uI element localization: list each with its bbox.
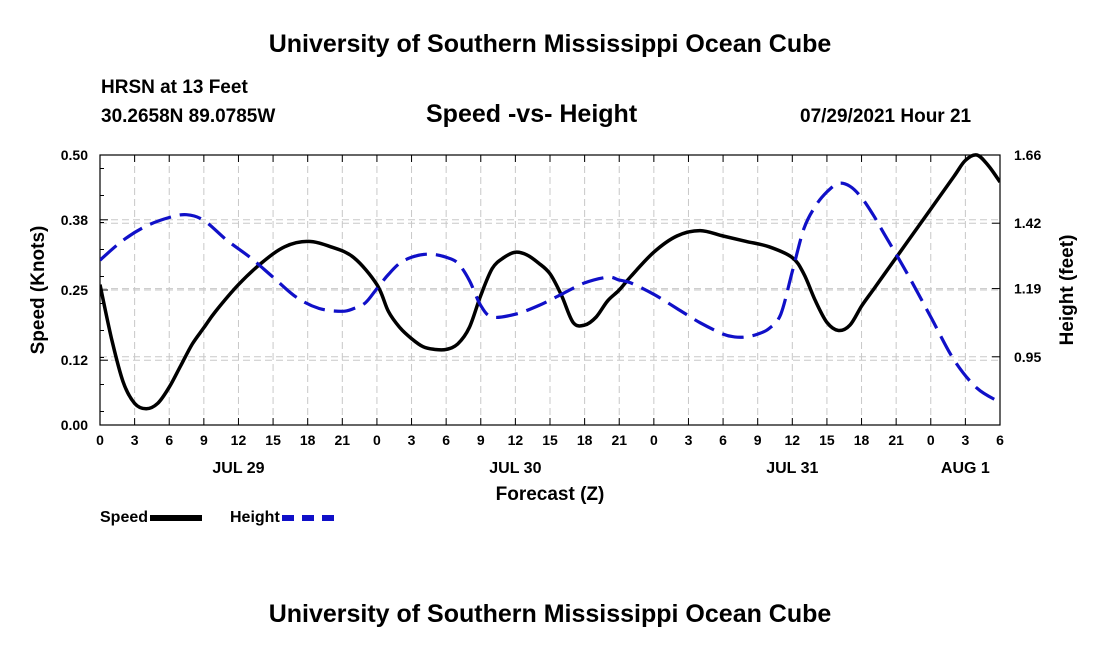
- x-tick-label: 6: [442, 432, 450, 448]
- x-tick-label: 21: [611, 432, 627, 448]
- legend-height: Height: [230, 509, 334, 527]
- speed-series-line: [100, 153, 1000, 411]
- x-tick-label: 3: [131, 432, 139, 448]
- x-tick-label: 6: [165, 432, 173, 448]
- y-tick-label-left: 0.12: [61, 352, 88, 368]
- y-tick-label-left: 0.25: [61, 282, 88, 298]
- x-tick-label: 3: [685, 432, 693, 448]
- x-tick-label: 15: [819, 432, 835, 448]
- day-label: JUL 29: [212, 460, 264, 477]
- station-coordinates: 30.2658N 89.0785W: [101, 106, 276, 127]
- x-tick-label: 6: [996, 432, 1004, 448]
- y-axis-title-right: Height (feet): [1057, 235, 1078, 346]
- x-tick-label: 18: [854, 432, 870, 448]
- x-tick-label: 21: [888, 432, 904, 448]
- y-tick-label-left: 0.00: [61, 417, 88, 433]
- x-tick-label: 3: [961, 432, 969, 448]
- x-tick-label: 12: [231, 432, 247, 448]
- x-tick-label: 18: [300, 432, 316, 448]
- y-axis-title-left: Speed (Knots): [28, 226, 49, 355]
- station-name: HRSN at 13 Feet: [101, 77, 248, 98]
- legend-speed-label: Speed: [100, 509, 149, 526]
- x-tick-label: 18: [577, 432, 593, 448]
- y-tick-label-right: 1.19: [1014, 281, 1041, 297]
- x-tick-label: 21: [335, 432, 351, 448]
- x-axis-title: Forecast (Z): [496, 484, 605, 505]
- forecast-timestamp: 07/29/2021 Hour 21: [800, 106, 972, 127]
- day-label: JUL 30: [489, 460, 541, 477]
- x-tick-label: 6: [719, 432, 727, 448]
- page-title: University of Southern Mississippi Ocean…: [268, 30, 832, 58]
- y-tick-label-right: 0.95: [1014, 349, 1041, 365]
- x-tick-label: 9: [477, 432, 485, 448]
- y-tick-label-right: 1.66: [1014, 147, 1041, 163]
- x-tick-label: 12: [785, 432, 801, 448]
- x-tick-label: 9: [200, 432, 208, 448]
- footer-title: University of Southern Mississippi Ocean…: [268, 600, 832, 628]
- x-tick-label: 9: [754, 432, 762, 448]
- legend-speed: Speed: [100, 509, 203, 527]
- x-tick-label: 0: [96, 432, 104, 448]
- day-label: JUL 31: [766, 460, 818, 477]
- x-tick-label: 0: [927, 432, 935, 448]
- y-tick-label-left: 0.50: [61, 147, 88, 163]
- x-tick-label: 3: [408, 432, 416, 448]
- legend-speed-swatch: [150, 515, 203, 521]
- x-tick-label: 12: [508, 432, 524, 448]
- legend-height-label: Height: [230, 509, 280, 526]
- legend-height-swatch: [281, 515, 334, 521]
- x-tick-label: 0: [373, 432, 381, 448]
- x-tick-label: 15: [542, 432, 558, 448]
- x-tick-label: 0: [650, 432, 658, 448]
- x-tick-label: 15: [265, 432, 281, 448]
- chart-title: Speed -vs- Height: [426, 100, 638, 128]
- y-tick-label-left: 0.38: [61, 212, 88, 228]
- height-series-line: [100, 181, 1000, 404]
- y-tick-label-right: 1.42: [1014, 215, 1041, 231]
- day-label: AUG 1: [941, 460, 990, 477]
